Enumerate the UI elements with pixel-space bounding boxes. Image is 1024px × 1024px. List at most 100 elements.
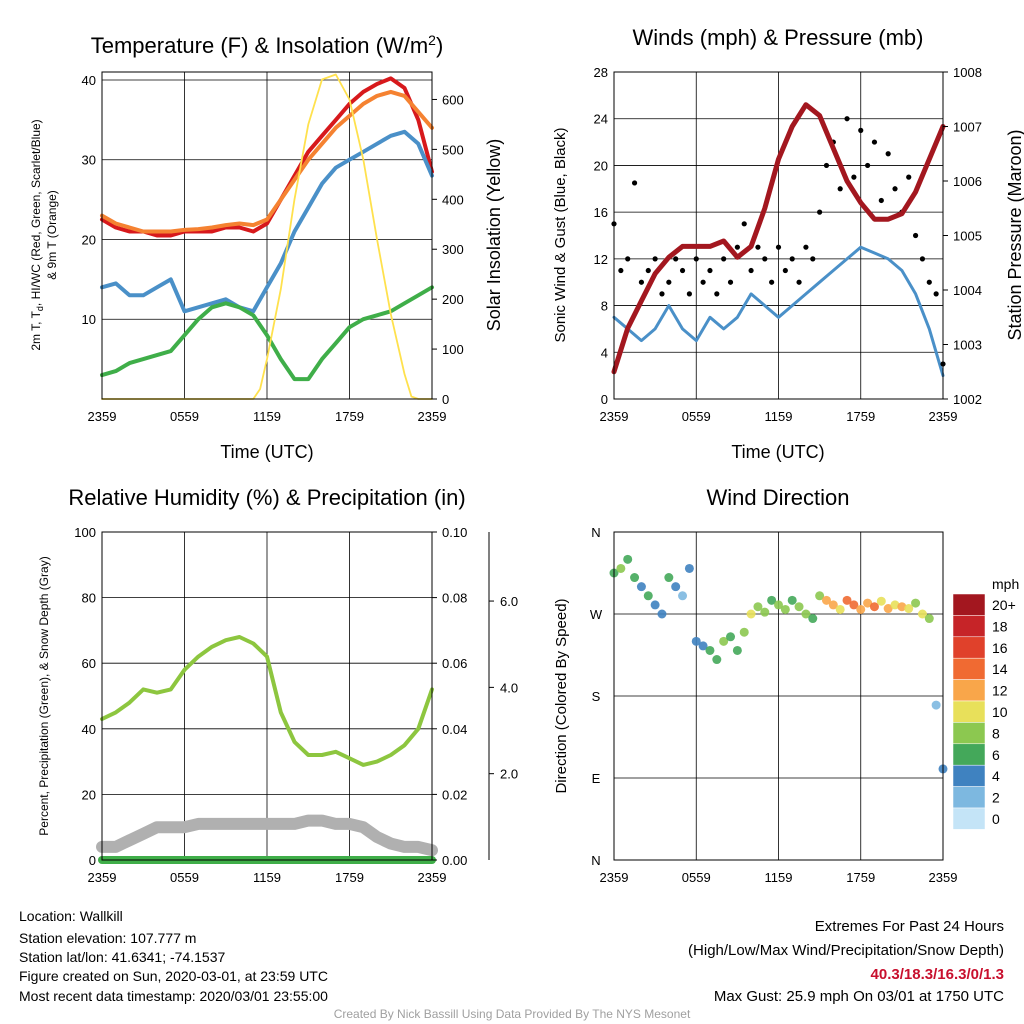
colorbar-label: 8: [992, 725, 1000, 741]
humidity-line: [100, 635, 434, 767]
y2-tick-label: 300: [442, 242, 464, 257]
gust-point: [734, 244, 740, 250]
station-latlon: Station lat/lon: 41.6341; -74.1537: [19, 949, 226, 965]
direction-point: [712, 655, 722, 665]
direction-point: [842, 595, 852, 605]
gust-point: [645, 267, 651, 274]
y-tick-label: 20: [594, 158, 608, 173]
y-tick-label: 40: [82, 722, 96, 737]
colorbar-swatch: [952, 786, 986, 809]
direction-series: [609, 554, 948, 774]
y-tick-label: 80: [82, 591, 96, 606]
winds-xlabel: Time (UTC): [731, 442, 824, 462]
direction-point: [821, 595, 831, 605]
colorbar-swatch: [952, 593, 986, 616]
temperature-series-line-0: [100, 76, 434, 238]
direction-point: [691, 636, 701, 646]
gust-point: [885, 151, 891, 157]
humidity-ticks: 2359 0559 1159 1759 2359 0 20 40 60 80 100 0.00 0.02…: [74, 525, 518, 885]
y-tick-label: S: [592, 689, 601, 704]
gust-point: [679, 267, 686, 274]
gust-point: [919, 256, 926, 262]
y2-tick-label: 1002: [953, 392, 982, 407]
y2-tick-label: 200: [442, 292, 464, 307]
humidity-panel: Relative Humidity (%) & Precipitation (i…: [37, 485, 518, 885]
x-tick-label: 2359: [929, 870, 958, 885]
gust-point: [748, 267, 754, 274]
direction-point: [890, 600, 900, 610]
y2-tick-label: 0.06: [442, 656, 467, 671]
direction-point: [623, 554, 633, 564]
x-tick-label: 1159: [253, 409, 281, 424]
y-tick-label: 20: [82, 787, 96, 802]
direction-point: [671, 582, 681, 592]
direction-point: [876, 596, 886, 606]
gust-point: [823, 162, 830, 169]
gust-point: [652, 256, 658, 262]
direction-point: [726, 632, 736, 642]
humidity-grid: [101, 531, 433, 861]
y2-tick-label: 1008: [953, 65, 982, 80]
humidity-plot-frame: [101, 531, 433, 861]
y-tick-label: 28: [594, 65, 608, 80]
gust-point: [741, 221, 747, 227]
gust-point: [638, 279, 645, 285]
colorbar-swatch: [952, 679, 986, 702]
colorbar-label: 16: [992, 640, 1008, 656]
gust-point: [810, 256, 816, 262]
direction-point: [636, 582, 646, 592]
direction-ylabel: Direction (Colored By Speed): [553, 598, 570, 793]
gust-point: [707, 267, 713, 274]
gust-point: [618, 267, 624, 274]
winds-ylabel: Sonic Wind & Gust (Blue, Black): [552, 127, 569, 342]
x-tick-label: 0559: [682, 409, 711, 424]
direction-panel: Wind Direction 2359 0559 1159 1759 2359NWSEN…: [553, 485, 1019, 885]
temperature-series-line-1: [100, 89, 434, 234]
y-tick-label: N: [591, 525, 600, 540]
y-tick-label: W: [590, 607, 603, 622]
direction-point: [739, 627, 749, 637]
temperature-panel: Temperature (F) & Insolation (W/m2) 2359…: [29, 32, 504, 462]
direction-plot-frame: [613, 531, 944, 861]
direction-panel-title: Wind Direction: [706, 485, 849, 510]
y2-tick-label: 600: [442, 92, 464, 107]
colorbar-label: 0: [992, 811, 1000, 827]
direction-point: [815, 591, 825, 601]
temperature-series-line-3: [100, 285, 434, 382]
y2-tick-label: 400: [442, 192, 464, 207]
y2-tick-label: 0: [442, 392, 449, 407]
direction-grid: [613, 531, 944, 861]
x-tick-label: 1159: [765, 409, 793, 424]
gust-point: [906, 174, 912, 180]
direction-point: [684, 563, 694, 573]
y3-tick-label: 2.0: [500, 767, 518, 782]
gust-point: [803, 244, 809, 250]
extremes-title: Extremes For Past 24 Hours: [814, 918, 1004, 935]
gust-point: [789, 256, 795, 262]
gust-point: [762, 256, 768, 262]
gust-point: [721, 256, 727, 262]
y2-tick-label: 0.02: [442, 787, 467, 802]
winds-ticks: 2359 0559 1159 1759 2359 0 4 8 12 16 20 24 28 1002 100…: [594, 65, 982, 424]
gust-point: [686, 291, 692, 297]
gust-point: [625, 256, 631, 262]
direction-point: [856, 604, 866, 614]
gust-point: [878, 197, 884, 204]
gust-point: [700, 279, 706, 285]
gust-point: [858, 127, 864, 133]
colorbar-label: 10: [992, 704, 1008, 720]
direction-point: [643, 591, 653, 601]
extremes-values: 40.3/18.3/16.3/0/1.3: [870, 966, 1004, 983]
sonic-wind-line: [612, 245, 945, 378]
direction-point: [767, 595, 777, 605]
y2-tick-label: 0.10: [442, 525, 467, 540]
y-tick-label: N: [591, 853, 600, 868]
x-tick-label: 2359: [88, 409, 117, 424]
credit-line: Created By Nick Bassill Using Data Provi…: [333, 1007, 691, 1021]
y2-tick-label: 100: [442, 342, 464, 357]
direction-point: [732, 645, 742, 655]
colorbar-swatch: [952, 615, 986, 638]
x-tick-label: 1759: [846, 409, 875, 424]
humidity-panel-title: Relative Humidity (%) & Precipitation (i…: [68, 485, 465, 510]
